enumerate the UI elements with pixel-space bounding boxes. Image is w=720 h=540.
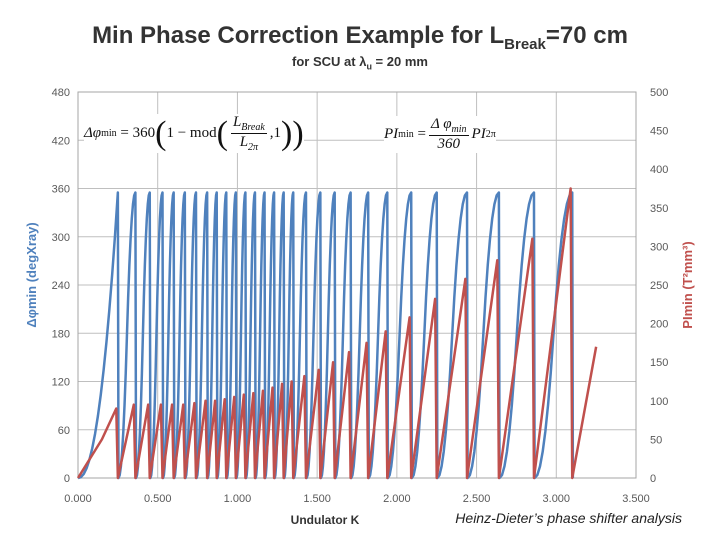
- y-left-tick-label: 120: [52, 377, 70, 389]
- chart-subtitle: for SCU at λu = 20 mm: [292, 54, 428, 72]
- y-right-tick-label: 0: [650, 473, 656, 485]
- plot-frame: [77, 91, 637, 479]
- phase-formula: Δφ min = 360 (1 − mod( LBreak L2π ,1)): [84, 114, 304, 153]
- x-tick-label: 2.000: [383, 493, 411, 505]
- chart-title: Min Phase Correction Example for LBreak=…: [92, 22, 628, 53]
- y-right-tick-label: 50: [650, 434, 662, 446]
- x-tick-label: 2.500: [463, 493, 491, 505]
- y-left-tick-label: 480: [52, 87, 70, 99]
- pi-series-line: [76, 187, 598, 480]
- y-left-tick-label: 0: [64, 473, 70, 485]
- y-right-tick-label: 100: [650, 396, 668, 408]
- x-axis-label: Undulator K: [291, 513, 360, 527]
- y-right-tick-label: 200: [650, 319, 668, 331]
- y-right-tick-label: 450: [650, 126, 668, 138]
- y-left-tick-label: 300: [52, 232, 70, 244]
- y-right-tick-label: 500: [650, 87, 668, 99]
- y-left-tick-label: 420: [52, 135, 70, 147]
- y-right-tick-label: 150: [650, 357, 668, 369]
- x-tick-label: 0.500: [144, 493, 172, 505]
- x-tick-label: 3.500: [622, 493, 650, 505]
- y-left-tick-label: 360: [52, 184, 70, 196]
- credit-caption: Heinz-Dieter’s phase shifter analysis: [453, 510, 684, 526]
- y-left-tick-label: 240: [52, 280, 70, 292]
- x-tick-label: 0.000: [64, 493, 92, 505]
- formula-box: Δφ min = 360 (1 − mod( LBreak L2π ,1)) PI m…: [78, 112, 638, 172]
- y-right-tick-label: 400: [650, 164, 668, 176]
- y-right-tick-label: 300: [650, 241, 668, 253]
- y-right-tick-label: 250: [650, 280, 668, 292]
- x-tick-label: 1.500: [303, 493, 331, 505]
- y-left-tick-label: 60: [58, 425, 70, 437]
- phase-series-line: [77, 191, 575, 480]
- x-tick-label: 1.000: [224, 493, 252, 505]
- x-tick-label: 3.000: [543, 493, 571, 505]
- y-left-tick-label: 180: [52, 328, 70, 340]
- pi-formula: PI min = Δ φmin 360 PI 2π: [384, 116, 496, 153]
- y-right-axis-label: PImin (T²mm³): [680, 241, 695, 328]
- y-left-axis-label: Δφmin (degXray): [24, 222, 39, 327]
- y-right-tick-label: 350: [650, 203, 668, 215]
